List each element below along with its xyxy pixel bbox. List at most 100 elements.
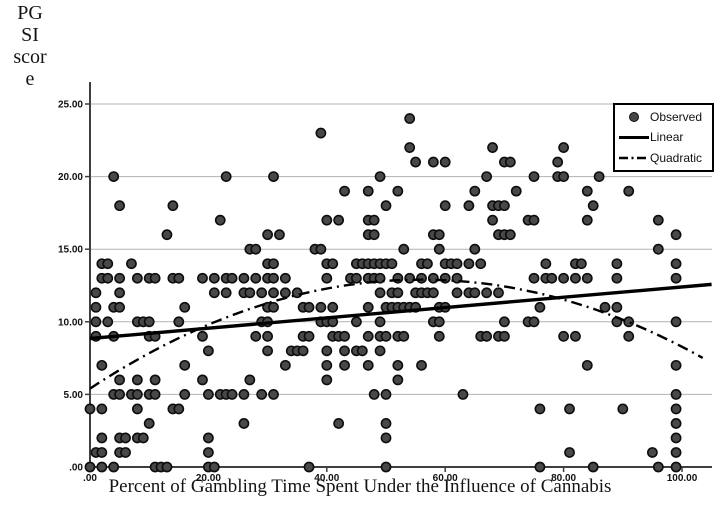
data-point xyxy=(108,171,120,182)
data-point xyxy=(670,272,682,284)
data-point xyxy=(451,258,463,270)
data-point xyxy=(291,287,303,299)
data-point xyxy=(333,214,345,226)
y-axis-title-line: e xyxy=(25,68,35,90)
data-point xyxy=(581,359,593,371)
data-point xyxy=(102,272,114,284)
legend-label: Observed xyxy=(650,110,703,125)
data-point xyxy=(368,388,380,400)
data-point xyxy=(268,258,279,270)
data-point xyxy=(279,272,291,284)
data-point xyxy=(670,403,682,415)
data-point xyxy=(149,374,161,386)
data-point xyxy=(238,418,250,429)
data-point xyxy=(268,171,279,182)
data-point xyxy=(481,287,493,299)
data-point xyxy=(179,301,191,313)
data-point xyxy=(398,243,410,255)
data-point xyxy=(102,316,114,328)
data-point xyxy=(433,229,445,241)
data-point xyxy=(404,142,416,153)
data-point xyxy=(96,447,108,458)
data-point xyxy=(321,359,333,371)
data-point xyxy=(498,200,510,212)
data-point xyxy=(131,388,143,400)
data-point xyxy=(581,214,593,226)
data-point xyxy=(279,287,291,299)
data-point xyxy=(552,156,564,168)
data-point xyxy=(226,388,238,400)
data-point xyxy=(274,229,285,241)
data-point xyxy=(439,200,451,212)
data-point xyxy=(327,258,339,270)
data-point xyxy=(581,185,593,197)
data-point xyxy=(208,461,220,473)
data-point xyxy=(564,403,575,415)
data-point xyxy=(179,359,191,371)
data-point xyxy=(368,229,380,241)
data-point xyxy=(623,185,635,197)
data-point xyxy=(173,272,185,284)
x-tick-label: 60.00 xyxy=(433,473,458,484)
data-point xyxy=(599,301,611,313)
data-point xyxy=(416,359,427,371)
data-point xyxy=(262,229,273,241)
data-point xyxy=(546,272,558,284)
data-point xyxy=(321,272,333,284)
data-point xyxy=(558,272,569,284)
data-point xyxy=(96,461,108,473)
data-point xyxy=(380,461,392,473)
data-point xyxy=(96,359,108,371)
data-point xyxy=(167,200,179,212)
data-point xyxy=(611,258,623,270)
data-point xyxy=(670,418,682,429)
data-point xyxy=(297,345,309,357)
data-point xyxy=(611,301,623,313)
data-point xyxy=(131,272,143,284)
data-point xyxy=(120,447,131,458)
data-point xyxy=(356,345,368,357)
data-point xyxy=(362,185,374,197)
data-point xyxy=(333,418,345,429)
data-point xyxy=(202,388,214,400)
y-tick-label: 25.00 xyxy=(58,100,83,111)
data-point xyxy=(528,316,540,328)
data-point xyxy=(623,316,635,328)
data-point xyxy=(197,272,208,284)
data-point xyxy=(303,461,315,473)
data-point xyxy=(670,432,682,444)
data-point xyxy=(487,214,498,226)
data-point xyxy=(380,418,392,429)
data-point xyxy=(339,330,350,342)
data-point xyxy=(339,345,350,357)
data-point xyxy=(244,287,256,299)
data-point xyxy=(469,287,481,299)
y-tick-label: 10.00 xyxy=(58,317,83,328)
data-point xyxy=(350,316,362,328)
data-point xyxy=(469,185,481,197)
data-point xyxy=(416,272,427,284)
data-point xyxy=(303,301,315,313)
data-point xyxy=(386,258,398,270)
data-point xyxy=(143,316,155,328)
data-point xyxy=(197,374,208,386)
data-point xyxy=(380,432,392,444)
data-point xyxy=(558,330,569,342)
data-point xyxy=(439,272,451,284)
x-tick-label: .00 xyxy=(83,473,97,484)
x-tick-label: 40.00 xyxy=(314,473,339,484)
data-point xyxy=(587,461,599,473)
axes xyxy=(89,82,712,468)
data-point xyxy=(534,403,546,415)
data-point xyxy=(268,287,279,299)
data-point xyxy=(670,359,682,371)
data-point xyxy=(427,287,439,299)
data-point xyxy=(534,461,546,473)
data-point xyxy=(321,345,333,357)
data-point xyxy=(534,301,546,313)
data-point xyxy=(374,272,386,284)
data-point xyxy=(374,345,386,357)
data-point xyxy=(149,272,161,284)
